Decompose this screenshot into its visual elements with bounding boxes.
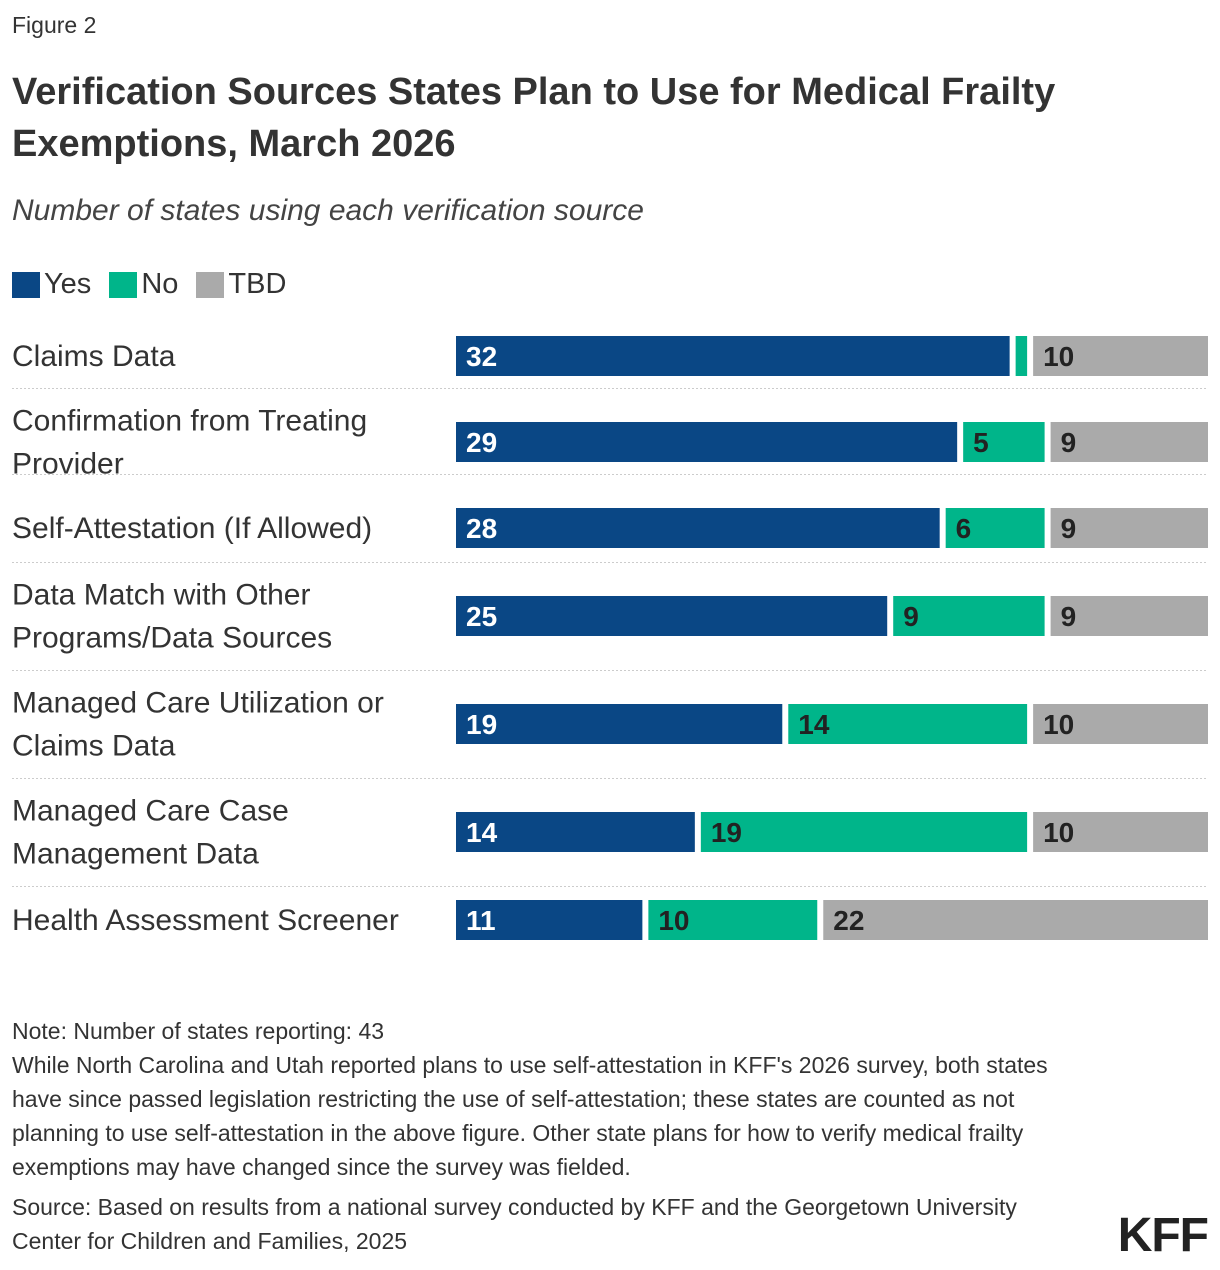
legend-swatch-no <box>109 271 138 298</box>
category-label: Confirmation from Treating Provider <box>12 405 367 481</box>
bar-yes <box>456 336 1010 376</box>
bar-yes <box>456 812 695 852</box>
data-label: 9 <box>1061 427 1077 458</box>
chart-notes: Note: Number of states reporting: 43 Whi… <box>12 1014 1092 1184</box>
category-label: Data Match with Other Programs/Data Sourc… <box>12 579 332 655</box>
bar-no <box>945 508 1045 548</box>
legend-item-tbd: TBD <box>196 268 286 301</box>
data-label: 19 <box>711 817 742 848</box>
category-label: Managed Care Utilization or Claims Data <box>12 687 384 763</box>
bar-tbd <box>1050 422 1208 462</box>
bar-no <box>788 704 1028 744</box>
bar-yes <box>456 704 783 744</box>
data-label: 10 <box>1043 341 1074 372</box>
bar-tbd <box>1050 508 1208 548</box>
data-label: 10 <box>658 905 689 936</box>
data-label: 9 <box>903 601 919 632</box>
bar-yes <box>456 596 888 636</box>
data-label: 9 <box>1061 601 1077 632</box>
data-label: 29 <box>466 427 497 458</box>
legend-swatch-yes <box>12 271 40 298</box>
bar-tbd <box>1050 596 1208 636</box>
data-label: 9 <box>1061 513 1077 544</box>
bar-no <box>700 812 1028 852</box>
legend-swatch-tbd <box>196 271 225 298</box>
data-label: 10 <box>1043 709 1074 740</box>
bar-tbd <box>1033 336 1208 376</box>
category-label: Managed Care Case Management Data <box>12 795 289 871</box>
bar-tbd <box>1033 704 1208 744</box>
legend-item-yes: Yes <box>12 268 91 301</box>
legend: Yes No TBD <box>12 268 304 301</box>
category-label: Health Assessment Screener <box>12 904 399 937</box>
note-summary: Note: Number of states reporting: 43 <box>12 1018 385 1044</box>
bar-yes <box>456 422 958 462</box>
legend-label-tbd: TBD <box>228 268 287 300</box>
legend-item-no: No <box>109 268 178 301</box>
category-label: Self-Attestation (If Allowed) <box>12 512 372 545</box>
data-label: 25 <box>466 601 497 632</box>
bar-no <box>1015 336 1028 376</box>
bar-no <box>963 422 1045 462</box>
figure-label: Figure 2 <box>12 12 97 38</box>
data-label: 19 <box>466 709 497 740</box>
bar-tbd <box>823 900 1208 940</box>
chart-source: Source: Based on results from a national… <box>12 1194 1017 1254</box>
bar-yes <box>456 900 643 940</box>
data-label: 22 <box>833 905 864 936</box>
data-label: 10 <box>1043 817 1074 848</box>
data-label: 11 <box>466 905 496 936</box>
bar-tbd <box>1033 812 1208 852</box>
chart-title: Verification Sources States Plan to Use … <box>12 71 1056 165</box>
legend-label-yes: Yes <box>44 268 92 300</box>
data-label: 14 <box>798 709 830 740</box>
data-label: 5 <box>973 427 989 458</box>
stacked-bar-chart: Claims Data 32 10 Confirmation from Treatin… <box>12 336 1208 940</box>
data-label: 32 <box>466 341 497 372</box>
data-label: 28 <box>466 513 497 544</box>
chart-subtitle: Number of states using each verification… <box>12 194 644 227</box>
bar-yes <box>456 508 940 548</box>
category-label: Claims Data <box>12 340 176 373</box>
note-detail: While North Carolina and Utah reported p… <box>12 1052 1048 1180</box>
bar-no <box>893 596 1045 636</box>
legend-label-no: No <box>141 268 179 300</box>
data-label: 6 <box>956 513 972 544</box>
kff-logo: KFF <box>1117 1209 1209 1262</box>
data-label: 14 <box>466 817 498 848</box>
bar-no <box>648 900 818 940</box>
